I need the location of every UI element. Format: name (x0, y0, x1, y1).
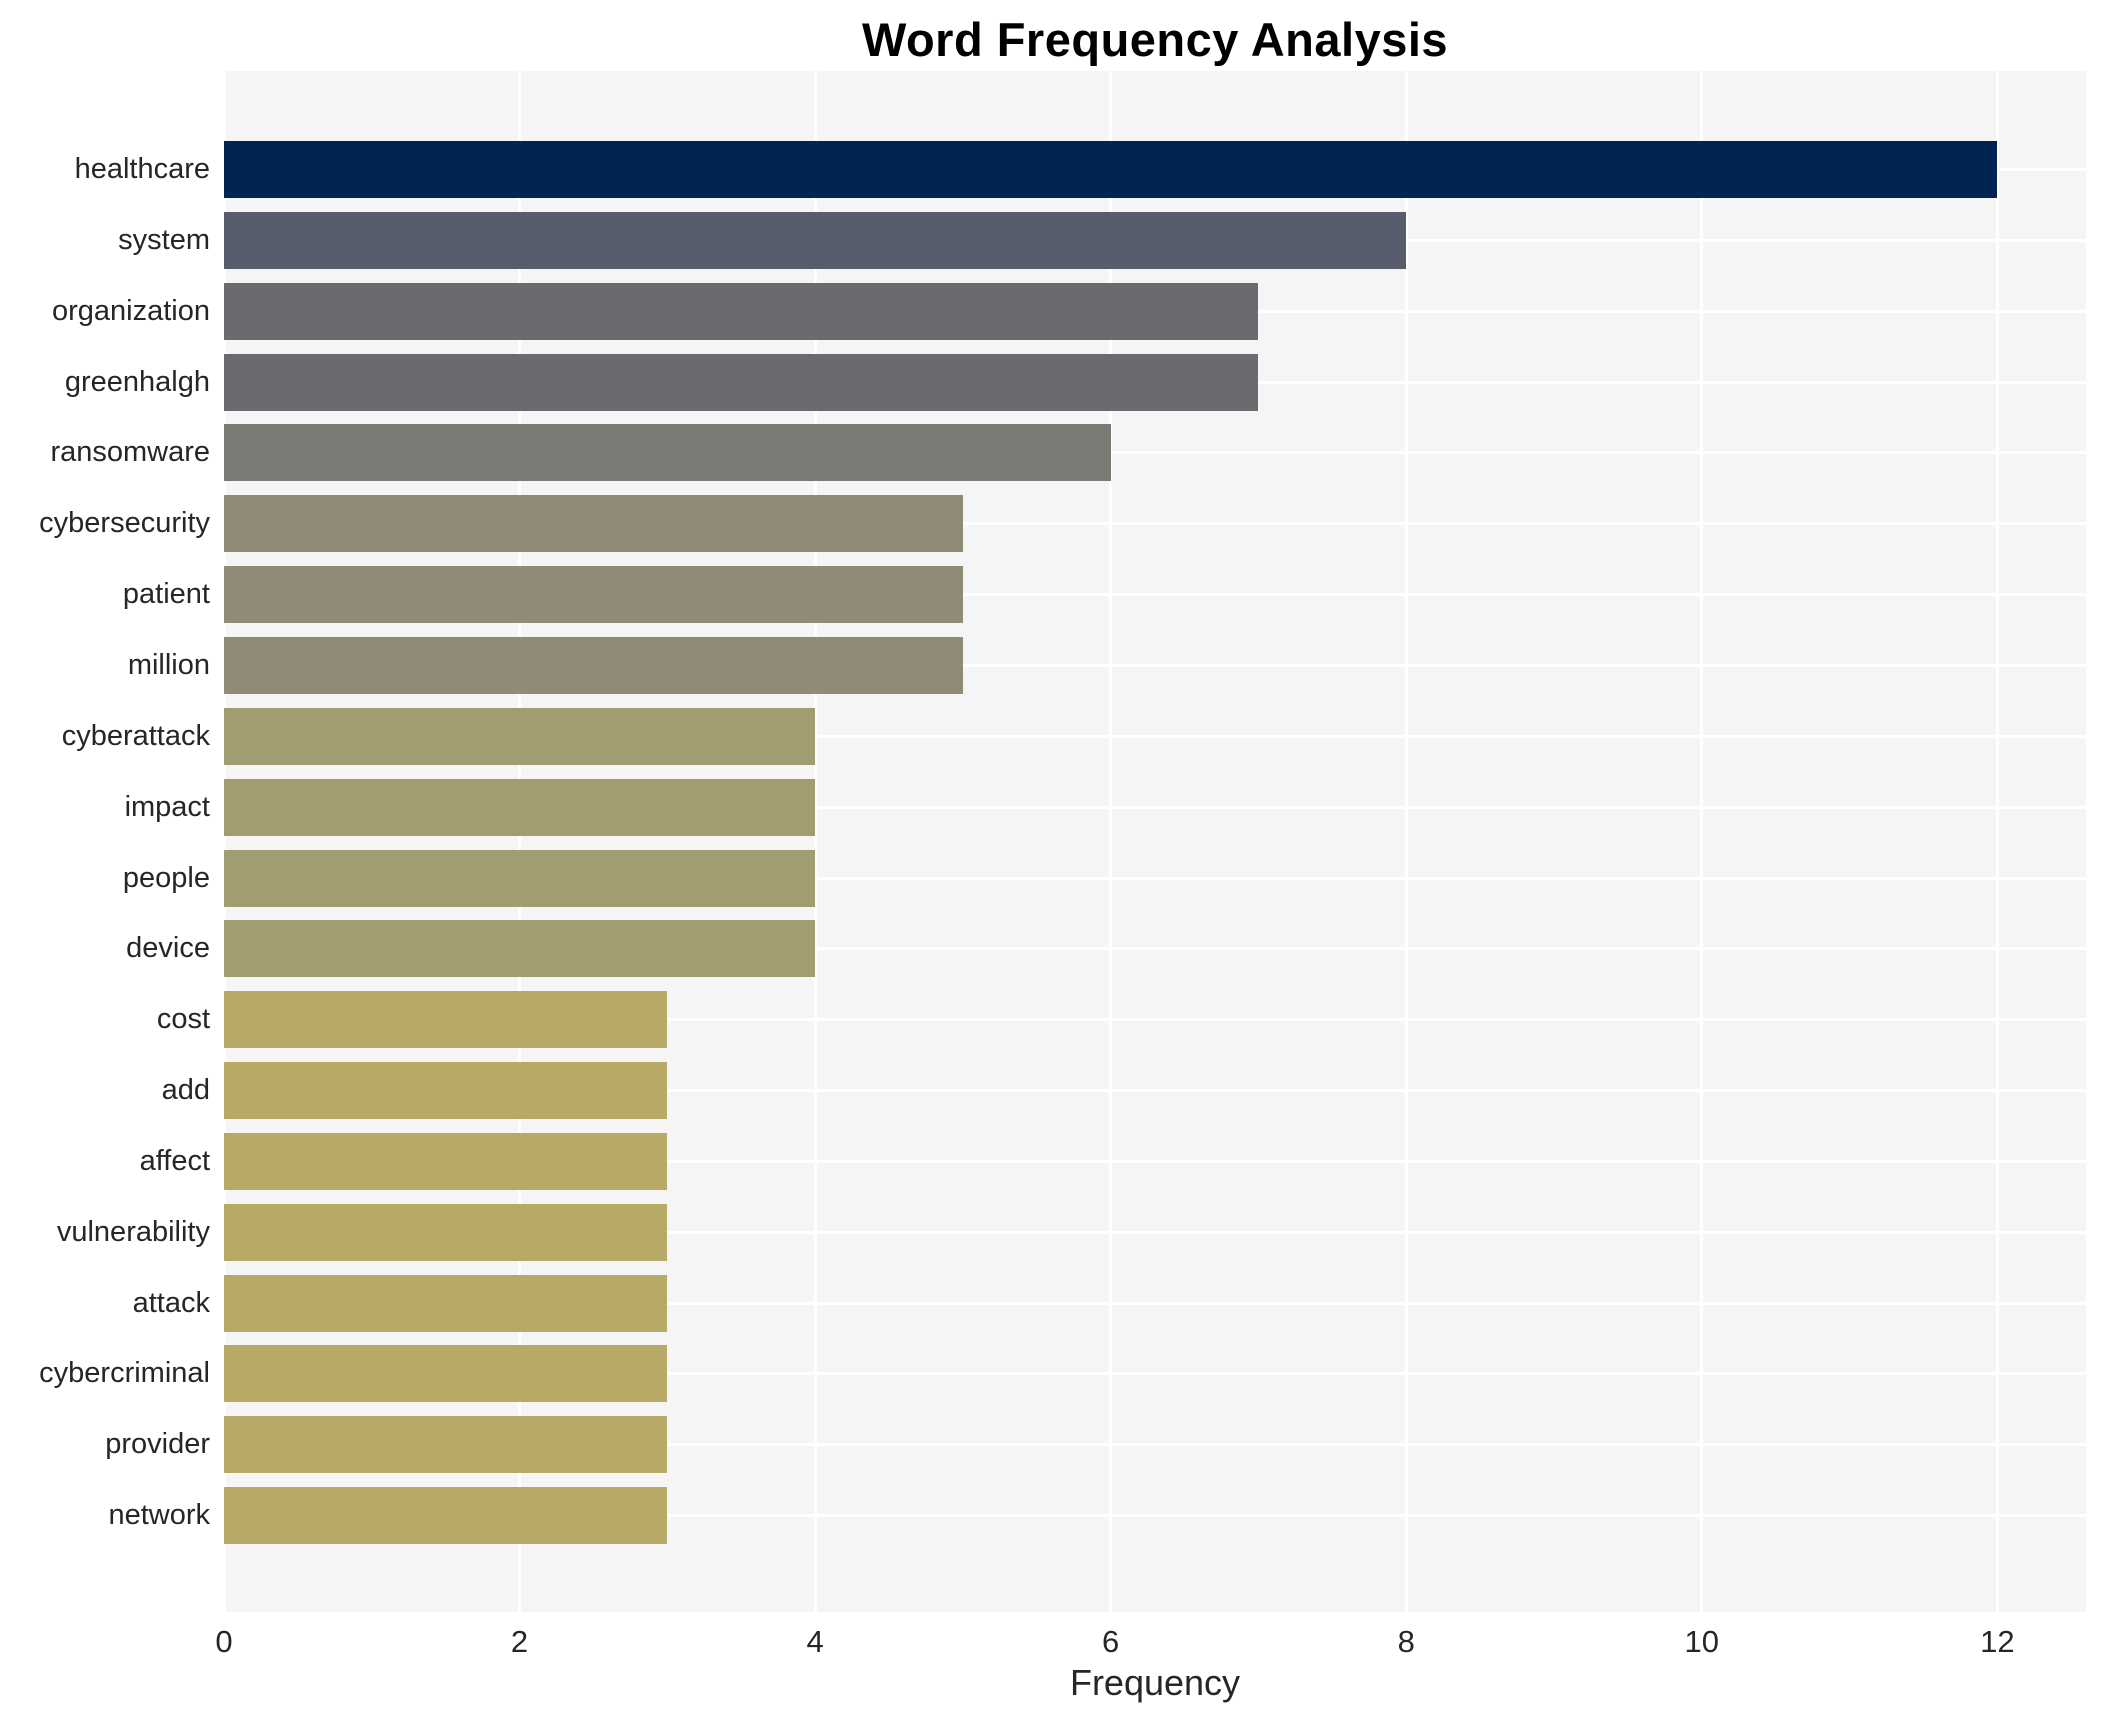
bar-device (224, 920, 816, 978)
y-tick-label-impact: impact (124, 790, 210, 823)
plot-area (222, 71, 2086, 1612)
bar-patient (224, 566, 963, 624)
y-tick-label-attack: attack (132, 1286, 210, 1319)
bar-organization (224, 282, 1259, 340)
gridline-horizontal (224, 876, 2086, 880)
gridline-vertical (1700, 71, 1704, 1612)
bar-cybersecurity (224, 495, 963, 553)
bar-people (224, 849, 816, 907)
bar-greenhalgh (224, 353, 1259, 411)
gridline-vertical (1995, 71, 1999, 1612)
gridline-horizontal (224, 1372, 2086, 1376)
y-tick-label-network: network (108, 1499, 210, 1532)
bar-million (224, 636, 963, 694)
y-tick-label-affect: affect (139, 1144, 210, 1177)
gridline-horizontal (224, 522, 2086, 526)
x-axis-title: Frequency (1069, 1662, 1241, 1703)
bar-system (224, 211, 1407, 269)
gridline-vertical (222, 71, 226, 1612)
gridline-horizontal (224, 663, 2086, 667)
gridline-vertical (1404, 71, 1408, 1612)
y-tick-label-greenhalgh: greenhalgh (64, 365, 210, 398)
gridline-horizontal (224, 1514, 2086, 1518)
gridline-horizontal (224, 451, 2086, 455)
y-tick-label-add: add (161, 1074, 210, 1107)
y-tick-label-device: device (126, 932, 210, 965)
y-tick-label-patient: patient (122, 578, 210, 611)
gridline-horizontal (224, 1018, 2086, 1022)
x-tick-label-8: 8 (1397, 1624, 1415, 1659)
bar-network (224, 1487, 668, 1545)
x-tick-label-2: 2 (510, 1624, 529, 1659)
y-tick-label-cost: cost (156, 1003, 210, 1036)
bar-ransomware (224, 424, 1111, 482)
bar-vulnerability (224, 1203, 668, 1261)
gridline-horizontal (224, 1089, 2086, 1093)
y-tick-label-healthcare: healthcare (74, 153, 210, 185)
bar-provider (224, 1416, 668, 1474)
gridline-horizontal (224, 734, 2086, 738)
x-tick-label-4: 4 (806, 1624, 824, 1659)
y-tick-label-million: million (127, 648, 210, 681)
y-tick-label-cyberattack: cyberattack (61, 719, 210, 752)
gridline-horizontal (224, 805, 2086, 809)
gridline-horizontal (224, 1159, 2086, 1163)
bar-impact (224, 778, 816, 836)
gridline-vertical (813, 71, 817, 1612)
y-tick-label-cybersecurity: cybersecurity (39, 507, 210, 540)
y-tick-label-organization: organization (52, 294, 210, 327)
bar-add (224, 1062, 668, 1120)
y-tick-label-system: system (118, 223, 210, 256)
y-tick-label-cybercriminal: cybercriminal (39, 1357, 210, 1390)
bar-affect (224, 1132, 668, 1190)
y-tick-label-provider: provider (105, 1428, 210, 1461)
bar-cyberattack (224, 707, 816, 765)
y-tick-label-vulnerability: vulnerability (56, 1215, 210, 1248)
gridline-horizontal (224, 1443, 2086, 1447)
bar-cybercriminal (224, 1345, 668, 1403)
bar-healthcare (224, 141, 1998, 198)
gridline-vertical (518, 71, 522, 1612)
x-tick-label-6: 6 (1102, 1624, 1120, 1659)
gridline-horizontal (224, 1230, 2086, 1234)
x-tick-label-10: 10 (1684, 1624, 1719, 1659)
gridline-horizontal (224, 593, 2086, 597)
bar-cost (224, 991, 668, 1049)
gridline-horizontal (224, 947, 2086, 951)
y-tick-label-people: people (122, 861, 210, 894)
y-tick-label-ransomware: ransomware (50, 436, 210, 469)
x-tick-label-12: 12 (1980, 1624, 2015, 1659)
x-tick-label-0: 0 (215, 1624, 233, 1659)
bar-attack (224, 1274, 668, 1332)
chart-title: Word Frequency Analysis (861, 13, 1449, 66)
gridline-vertical (1109, 71, 1113, 1612)
gridline-horizontal (224, 1301, 2086, 1305)
